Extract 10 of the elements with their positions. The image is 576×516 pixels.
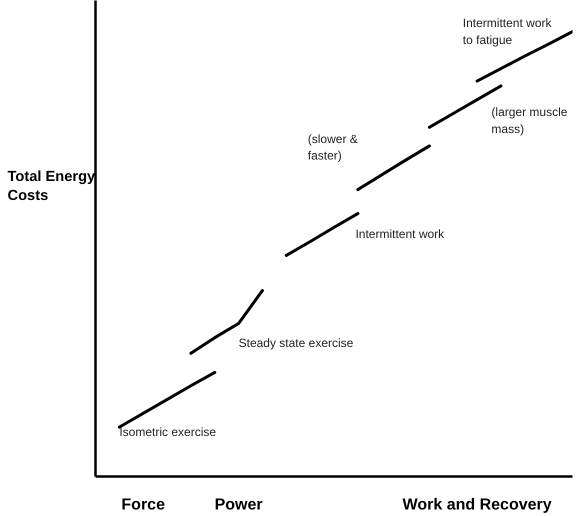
annotation: Isometric exercise — [119, 425, 216, 440]
y-axis-title: Total Energy Costs — [8, 168, 96, 204]
annotation: Intermittent work — [355, 227, 446, 242]
annotation: (slower & faster) — [308, 132, 358, 163]
x-tick-label: Work and Recovery — [402, 496, 552, 514]
x-tick-label: Power — [214, 496, 263, 514]
annotation: Steady state exercise — [238, 336, 354, 350]
x-tick-label: Force — [121, 496, 166, 514]
annotation: Intermittent work to fatigue — [462, 16, 552, 48]
annotation: (larger muscle mass) — [491, 105, 568, 136]
